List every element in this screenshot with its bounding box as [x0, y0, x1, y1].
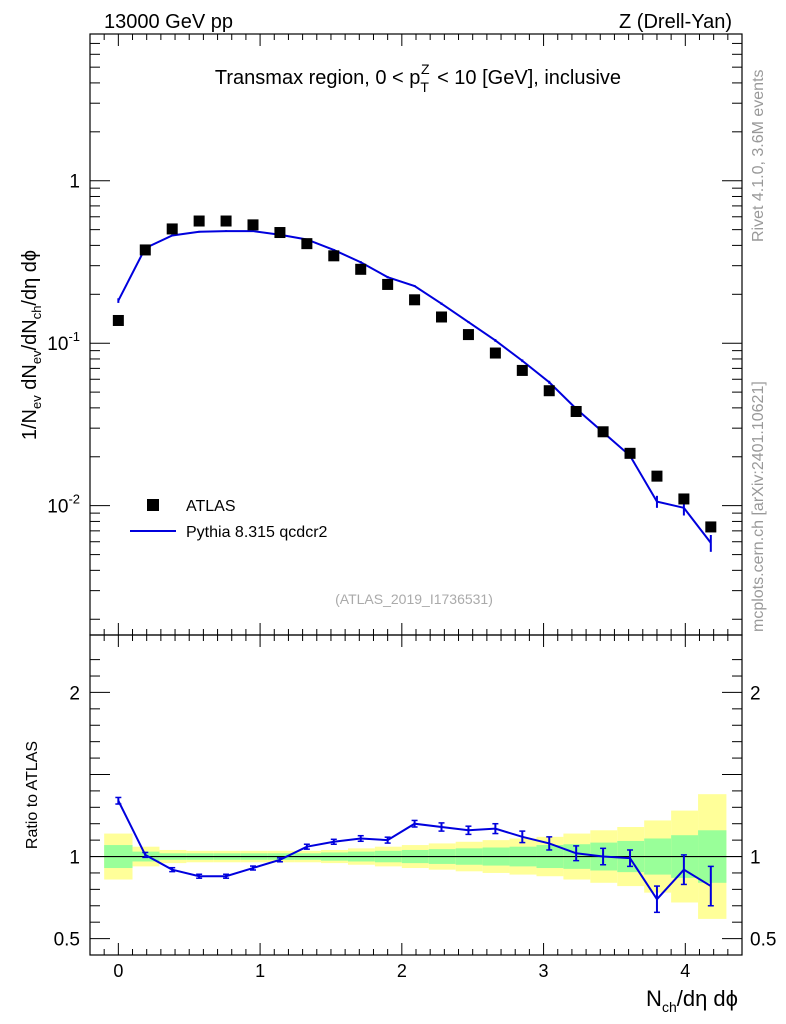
ratio-y-tick-label-right: 1 — [750, 848, 761, 869]
y-tick-label: 10-1 — [47, 329, 80, 355]
atlas-point — [301, 238, 313, 250]
legend-atlas-marker — [147, 499, 159, 511]
header-left: 13000 GeV pp — [104, 11, 233, 33]
pythia-line — [117, 230, 712, 544]
ratio-y-tick-label-right: 0.5 — [750, 930, 776, 951]
analysis-label: (ATLAS_2019_I1736531) — [335, 591, 493, 607]
legend: ATLAS Pythia 8.315 qcdcr2 — [130, 498, 328, 541]
atlas-point — [436, 311, 448, 323]
x-tick-label: 0 — [113, 961, 123, 981]
atlas-point — [624, 447, 636, 459]
ratio-y-label: Ratio to ATLAS — [24, 741, 41, 849]
x-tick-label: 2 — [397, 961, 407, 981]
legend-atlas-label: ATLAS — [186, 498, 236, 515]
x-tick-label: 4 — [680, 961, 690, 981]
y-tick-label: 10-2 — [47, 492, 80, 518]
atlas-point — [220, 215, 232, 227]
atlas-point — [193, 215, 205, 227]
ratio-y-tick-label-right: 2 — [750, 683, 761, 704]
main-plot: 1 10-1 10-2 — [47, 33, 743, 636]
x-axis-label: Nch/dη dϕ — [646, 986, 738, 1015]
atlas-point — [328, 250, 340, 262]
atlas-point — [570, 405, 582, 417]
atlas-point — [705, 521, 717, 533]
atlas-point — [516, 364, 528, 376]
atlas-point — [462, 329, 474, 341]
ratio-y-tick-label: 0.5 — [54, 930, 80, 951]
main-frame — [89, 33, 743, 636]
svg-text:1/Nev dNev/dNch/dη dϕ: 1/Nev dNev/dNch/dη dϕ — [19, 250, 44, 440]
x-tick-label: 3 — [539, 961, 549, 981]
ratio-plot: 0 1 2 3 4 0.5 0.5 1 1 2 2 — [54, 623, 776, 981]
ratio-y-tick-label: 2 — [69, 683, 80, 704]
x-tick-label: 1 — [255, 961, 265, 981]
main-y-label: 1/Nev dNev/dNch/dη dϕ — [19, 250, 44, 440]
plot-title: Transmax region, 0 < pTZ < 10 [GeV], inc… — [215, 61, 621, 95]
atlas-point — [678, 493, 690, 505]
y-tick-label: 1 — [69, 172, 80, 193]
atlas-point — [651, 470, 663, 482]
main-series — [112, 215, 717, 552]
atlas-point — [409, 294, 421, 306]
atlas-point — [597, 426, 609, 438]
legend-pythia-label: Pythia 8.315 qcdcr2 — [186, 524, 328, 541]
ratio-frame — [89, 634, 743, 956]
atlas-point — [139, 244, 151, 256]
atlas-point — [247, 219, 259, 231]
atlas-point — [489, 347, 501, 359]
header-right: Z (Drell-Yan) — [619, 11, 732, 33]
atlas-point — [382, 278, 394, 290]
atlas-point — [543, 385, 555, 397]
atlas-point — [355, 263, 367, 275]
ratio-y-tick-label: 1 — [69, 848, 80, 869]
mcplots-label: mcplots.cern.ch [arXiv:2401.10621] — [750, 381, 767, 632]
ratio-series — [115, 796, 714, 914]
atlas-point — [274, 227, 286, 239]
atlas-point — [112, 314, 124, 326]
atlas-point — [166, 223, 178, 235]
svg-text:Nch/dη dϕ: Nch/dη dϕ — [646, 986, 738, 1015]
rivet-label: Rivet 4.1.0, 3.6M events — [750, 69, 767, 242]
